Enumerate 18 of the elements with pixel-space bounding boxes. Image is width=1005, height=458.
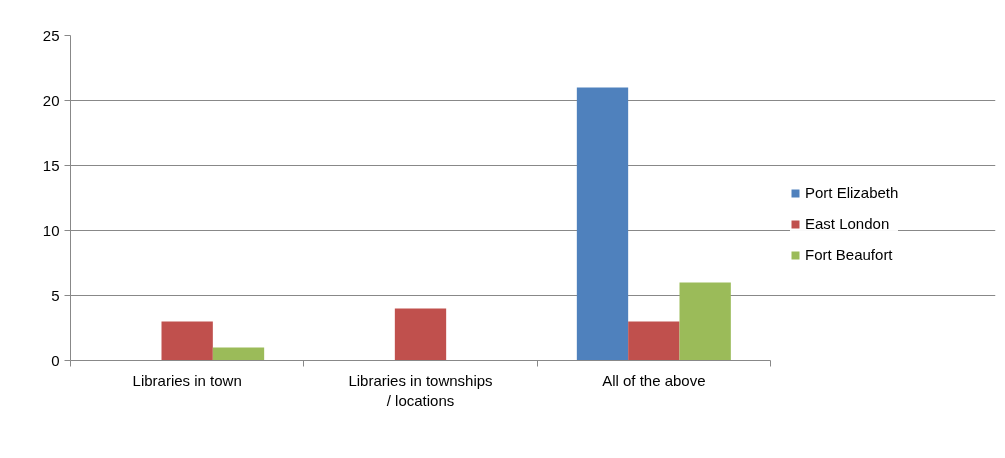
bar [576,87,629,361]
x-tick-label: Libraries in townships / locations [348,371,493,409]
y-tick-label: 10 [42,221,60,239]
bar [628,321,680,361]
bar [212,347,265,361]
y-tick-label: 0 [51,351,60,369]
y-tick-label: 20 [42,91,60,109]
legend-label: East London [805,215,890,232]
y-tick-label: 15 [42,156,60,174]
bar [679,282,731,361]
y-tick-label: 5 [51,286,60,304]
x-tick-label: All of the above [602,371,706,389]
bar [161,321,213,361]
y-tick-label: 25 [42,26,60,44]
legend-label: Fort Beaufort [805,246,893,263]
legend-label: Port Elizabeth [805,184,899,201]
x-tick-label: Libraries in town [132,371,242,389]
bar [394,308,447,361]
